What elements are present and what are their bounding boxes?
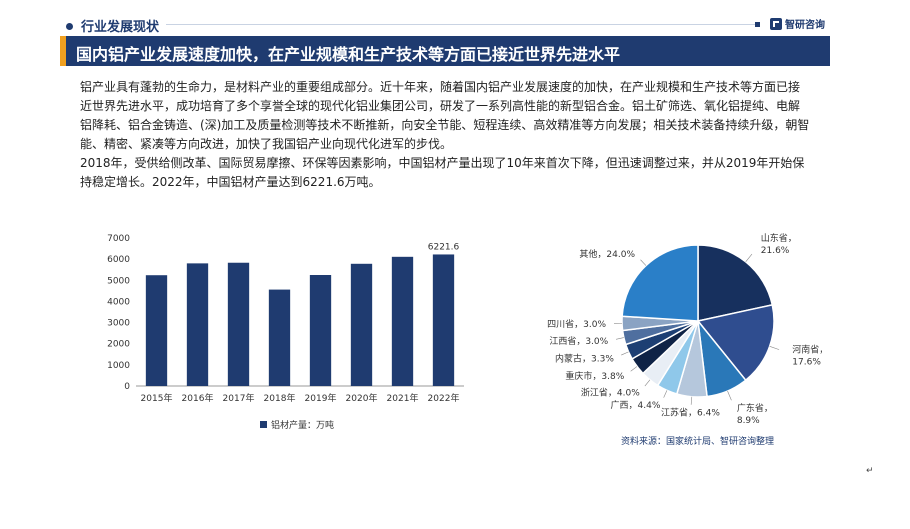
- x-tick-label: 2016年: [182, 392, 214, 404]
- header-divider: [166, 22, 760, 27]
- section-label-text: 行业发展现状: [81, 20, 160, 35]
- pie-slice: [621, 244, 699, 322]
- leader-line: [769, 346, 780, 350]
- bar: [391, 256, 414, 386]
- bar: [268, 289, 291, 386]
- slice-label: 四川省，3.0%: [547, 318, 606, 330]
- title-bar: 国内铝产业发展速度加快，在产业规模和生产技术等方面已接近世界先进水平: [60, 36, 830, 66]
- leader-line: [630, 366, 638, 372]
- slice-label: 其他，24.0%: [579, 248, 635, 260]
- brand-logo-icon: [770, 17, 782, 30]
- legend-swatch: [260, 421, 267, 428]
- slice-label: 广西，4.4%: [611, 399, 661, 411]
- legend-label: 铝材产量：万吨: [271, 419, 334, 431]
- x-tick-label: 2018年: [264, 392, 296, 404]
- pie-slice: [697, 244, 774, 322]
- data-label: 6221.6: [428, 242, 460, 252]
- paragraph-2: 2018年，受供给侧改革、国际贸易摩擦、环保等因素影响，中国铝材产量出现了10年…: [80, 156, 805, 189]
- leader-line: [690, 396, 693, 405]
- y-tick-label: 4000: [107, 297, 130, 307]
- y-tick-label: 2000: [107, 340, 130, 350]
- slice-label: 内蒙古，3.3%: [555, 352, 614, 364]
- leader-line: [640, 259, 647, 266]
- pie-chart: 山东省， 21.6% 河南省， 17.6% 广东省， 8.9% 江苏省，6.4%广西，4.4…: [547, 232, 822, 426]
- paragraph-mark: ↵: [866, 466, 874, 476]
- title-accent: [60, 36, 66, 66]
- bar-chart: 0 1000 2000 3000 4000 5000 6000 7000 2015年 2016年 2…: [107, 234, 464, 431]
- paragraph-1: 铝产业具有蓬勃的生命力，是材料产业的重要组成部分。近十年来，随着国内铝产业发展速…: [80, 80, 810, 151]
- bullet-dot-icon: [66, 23, 73, 30]
- leader-line: [745, 253, 753, 263]
- slice-value-label: 21.6%: [761, 246, 790, 256]
- brand-name: 智研咨询: [785, 20, 825, 31]
- bar: [227, 262, 250, 386]
- slice-label: 河南省，: [792, 343, 822, 355]
- leader-line: [727, 390, 732, 401]
- y-tick-label: 6000: [107, 255, 130, 265]
- x-tick-label: 2015年: [141, 392, 173, 404]
- leader-line: [663, 390, 668, 398]
- leader-line: [615, 337, 624, 340]
- slice-label: 江苏省，6.4%: [661, 407, 720, 419]
- y-tick-label: 0: [124, 382, 130, 392]
- bar: [186, 263, 209, 386]
- body-text: 铝产业具有蓬勃的生命力，是材料产业的重要组成部分。近十年来，随着国内铝产业发展速…: [80, 78, 810, 192]
- x-tick-label: 2019年: [305, 392, 337, 404]
- y-tick-label: 7000: [107, 234, 130, 244]
- y-tick-label: 3000: [107, 319, 130, 329]
- slide: 行业发展现状 智研咨询 国内铝产业发展速度加快，在产业规模和生产技术等方面已接近…: [56, 10, 832, 462]
- bar: [145, 275, 168, 386]
- slice-label: 重庆市，3.8%: [565, 370, 624, 382]
- x-tick-label: 2021年: [387, 392, 419, 404]
- pie-slice: [696, 303, 775, 382]
- bar: [309, 275, 332, 386]
- x-tick-label: 2020年: [346, 392, 378, 404]
- slice-label: 广东省，: [737, 402, 773, 414]
- source-note: 资料来源：国家统计局、智研咨询整理: [621, 437, 775, 447]
- y-tick-label: 1000: [107, 361, 130, 371]
- leader-line: [621, 351, 629, 356]
- leader-line: [644, 379, 651, 387]
- slice-value-label: 17.6%: [792, 357, 821, 367]
- slice-value-label: 8.9%: [737, 416, 760, 426]
- page-title: 国内铝产业发展速度加快，在产业规模和生产技术等方面已接近世界先进水平: [76, 45, 621, 64]
- brand: 智研咨询: [770, 16, 825, 31]
- y-tick-label: 5000: [107, 276, 130, 286]
- x-tick-label: 2017年: [223, 392, 255, 404]
- x-tick-label: 2022年: [428, 392, 460, 404]
- slice-label: 浙江省，4.0%: [581, 386, 640, 398]
- bar: [432, 254, 455, 386]
- section-label: 行业发展现状: [66, 16, 159, 35]
- slice-label: 江西省，3.0%: [549, 335, 608, 347]
- bar: [350, 263, 373, 386]
- slice-label: 山东省，: [761, 232, 797, 244]
